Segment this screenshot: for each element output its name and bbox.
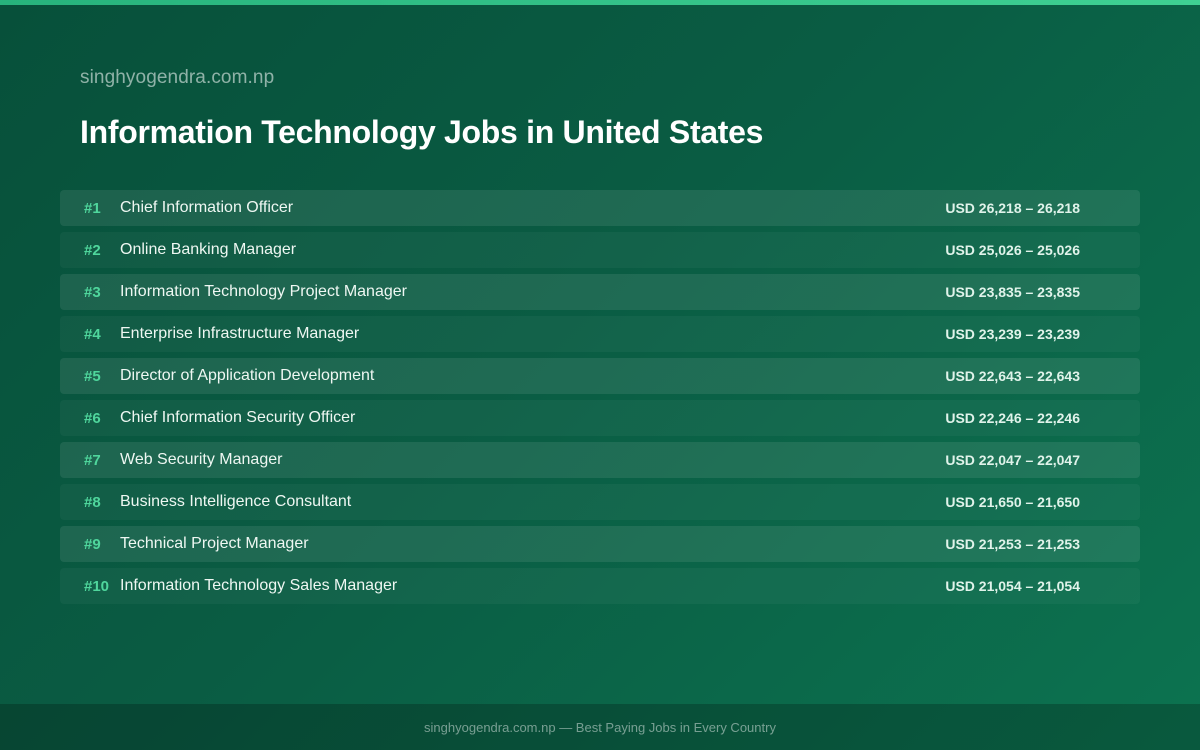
job-salary: USD 22,643 – 22,643 [945,368,1080,384]
job-title: Online Banking Manager [120,241,297,258]
job-rank: #1 [84,199,101,217]
job-salary: USD 21,253 – 21,253 [945,536,1080,552]
job-rank: #2 [84,241,101,259]
job-row: #10 Information Technology Sales Manager… [60,568,1140,604]
job-row: #3 Information Technology Project Manage… [60,274,1140,310]
job-title: Enterprise Infrastructure Manager [120,325,360,342]
job-title: Director of Application Development [120,367,375,384]
job-salary: USD 22,047 – 22,047 [945,452,1080,468]
job-row: #4 Enterprise Infrastructure Manager USD… [60,316,1140,352]
job-title: Chief Information Officer [120,199,294,216]
page-title: Information Technology Jobs in United St… [80,114,764,150]
job-salary: USD 23,835 – 23,835 [945,284,1080,300]
job-row: #6 Chief Information Security Officer US… [60,400,1140,436]
job-title: Information Technology Sales Manager [120,577,398,594]
job-rank: #3 [84,283,101,301]
job-rank: #10 [84,577,110,595]
job-rank: #6 [84,409,101,427]
job-title: Information Technology Project Manager [120,283,407,300]
footer-text: singhyogendra.com.np — Best Paying Jobs … [424,719,776,735]
job-salary: USD 21,650 – 21,650 [945,494,1080,510]
job-row: #2 Online Banking Manager USD 25,026 – 2… [60,232,1140,268]
top-accent-bar [0,0,1200,5]
site-name: singhyogendra.com.np [80,67,275,88]
job-salary: USD 22,246 – 22,246 [945,410,1080,426]
job-row: #9 Technical Project Manager USD 21,253 … [60,526,1140,562]
job-rank: #7 [84,451,101,469]
footer: singhyogendra.com.np — Best Paying Jobs … [0,704,1200,750]
job-row: #7 Web Security Manager USD 22,047 – 22,… [60,442,1140,478]
job-rank: #9 [84,535,101,553]
job-rank: #4 [84,325,101,343]
job-rank: #5 [84,367,101,385]
job-row: #1 Chief Information Officer USD 26,218 … [60,190,1140,226]
job-row: #8 Business Intelligence Consultant USD … [60,484,1140,520]
job-title: Web Security Manager [120,451,283,468]
job-salary: USD 21,054 – 21,054 [945,578,1080,594]
job-salary: USD 25,026 – 25,026 [945,242,1080,258]
job-title: Chief Information Security Officer [120,409,356,426]
job-title: Business Intelligence Consultant [120,493,352,510]
job-rank: #8 [84,493,101,511]
job-salary: USD 23,239 – 23,239 [945,326,1080,342]
job-title: Technical Project Manager [120,535,309,552]
job-list: #1 Chief Information Officer USD 26,218 … [60,190,1140,610]
job-row: #5 Director of Application Development U… [60,358,1140,394]
job-salary: USD 26,218 – 26,218 [945,200,1080,216]
